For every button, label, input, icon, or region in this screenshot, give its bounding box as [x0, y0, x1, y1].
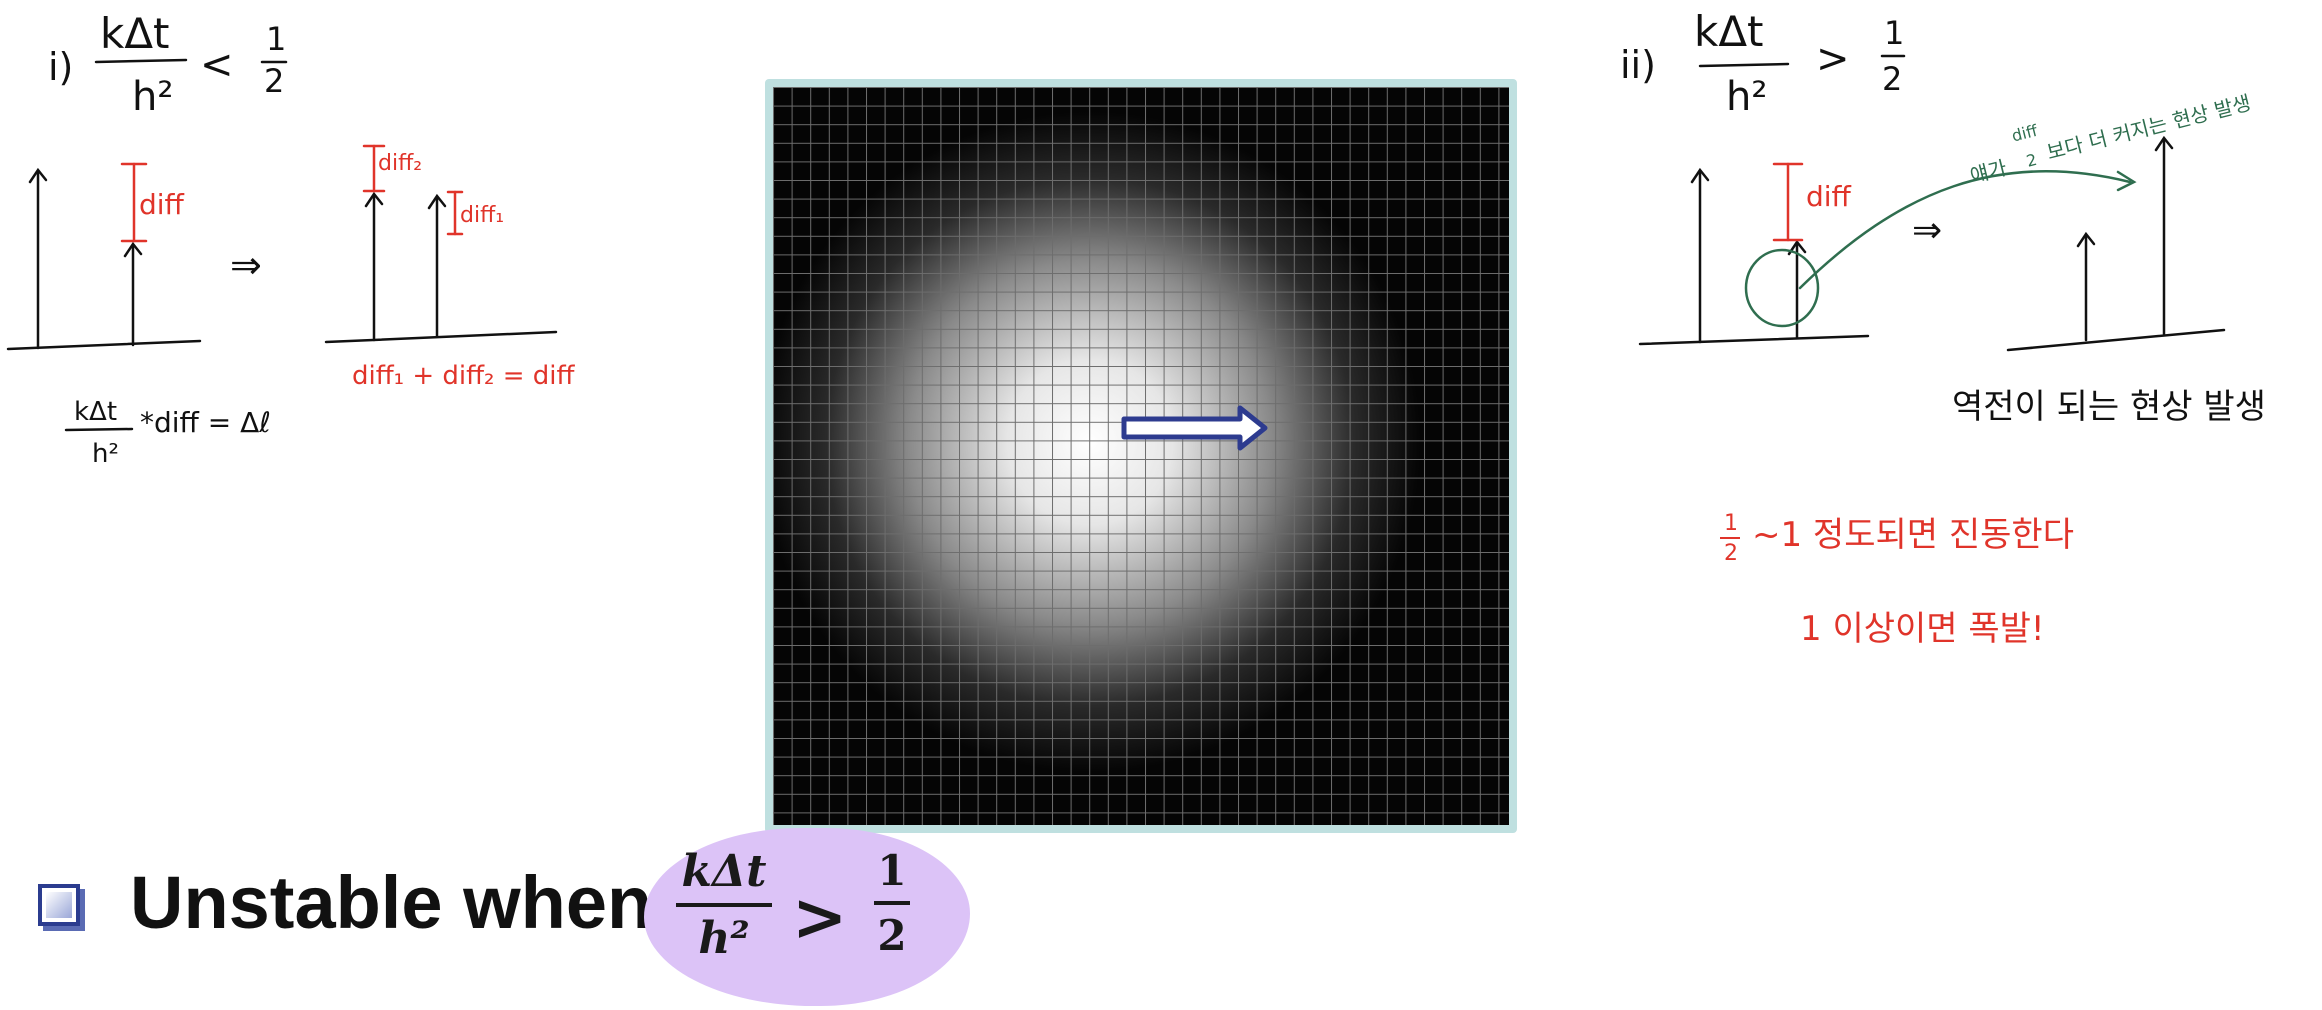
green-frac-den: 2: [2024, 150, 2038, 171]
grid-lines: [773, 87, 1509, 825]
case-ii-label: ii): [1620, 43, 1656, 87]
diff1-label: diff₁: [460, 203, 504, 228]
diff2-label: diff₂: [378, 151, 422, 176]
case-i-relation: <: [200, 42, 234, 88]
reversal-note: 역전이 되는 현상 발생: [1952, 387, 2266, 427]
case-i-den: h²: [132, 74, 173, 120]
bottom-rest: *diff = Δℓ: [140, 406, 271, 439]
red-line-2: 1 이상이면 폭발!: [1800, 609, 2045, 649]
diff-label: diff: [139, 188, 185, 221]
formula-half-den: 2: [877, 911, 907, 960]
case-ii-relation: >: [1816, 36, 1850, 82]
bottom-den: h²: [92, 439, 119, 469]
green-prefix: 얘가: [1968, 155, 2010, 187]
green-suffix: 보다 더 커지는 현상 발생: [2044, 90, 2253, 164]
formula-relation: >: [792, 878, 848, 956]
green-frac-num: diff: [2010, 121, 2040, 146]
unstable-label: Unstable when: [130, 861, 653, 944]
diff-label-right: diff: [1806, 180, 1852, 213]
case-ii-half-den: 2: [1882, 60, 1902, 98]
bullet-icon: [38, 884, 80, 926]
red-frac-num: 1: [1724, 511, 1738, 536]
stability-formula: kΔt h² > 1 2: [676, 846, 936, 986]
case-i-half-den: 2: [264, 62, 284, 100]
case-ii-den: h²: [1726, 74, 1767, 120]
case-i-half-num: 1: [266, 20, 286, 58]
formula-highlight: [644, 828, 970, 1006]
red-frac-den: 2: [1724, 541, 1738, 566]
implies-arrow-right: ⇒: [1912, 210, 1942, 251]
case-ii-half-num: 1: [1884, 14, 1904, 52]
formula-den: h²: [698, 913, 750, 964]
case-i-num: kΔt: [100, 9, 170, 58]
implies-arrow: ⇒: [230, 243, 262, 287]
flow-arrow-icon: [1121, 405, 1268, 451]
case-i-label: i): [48, 45, 73, 89]
bottom-num: kΔt: [74, 397, 117, 427]
formula-num: kΔt: [681, 846, 767, 897]
case-ii-num: kΔt: [1694, 7, 1764, 56]
sum-equation: diff₁ + diff₂ = diff: [352, 361, 575, 391]
formula-half-num: 1: [877, 846, 907, 895]
red-line-1: ~1 정도되면 진동한다: [1752, 515, 2074, 555]
